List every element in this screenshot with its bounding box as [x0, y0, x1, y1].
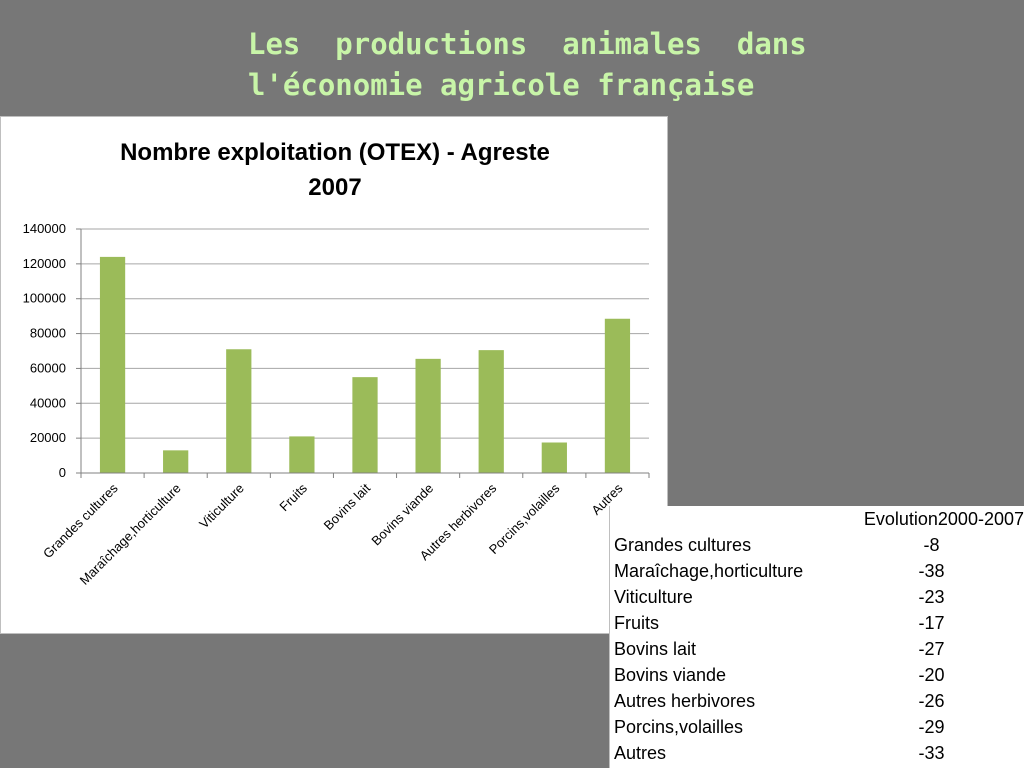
y-tick-label: 40000: [30, 395, 66, 410]
table-row: Bovins lait -27: [614, 636, 1024, 662]
row-label: Viticulture: [614, 587, 693, 607]
table-row: Grandes cultures -8: [614, 532, 1024, 558]
slide-title-line-1: Les productions animales dans: [248, 27, 807, 61]
row-label: Bovins viande: [614, 665, 727, 685]
row-label: Maraîchage,horticulture: [614, 561, 804, 581]
row-value: -8: [923, 535, 940, 555]
chart-title: Nombre exploitation (OTEX) - Agreste 200…: [1, 135, 669, 205]
row-value: -29: [918, 717, 945, 737]
row-value: -23: [918, 587, 945, 607]
row-value: -17: [918, 613, 945, 633]
table-header-row: Evolution2000-2007: [614, 506, 1024, 532]
row-value: -38: [918, 561, 945, 581]
table-header-evolution: Evolution2000-2007: [863, 509, 1024, 529]
evolution-table-panel: Evolution2000-2007 Grandes cultures -8 Mar…: [609, 506, 1024, 768]
x-tick-label: Fruits: [276, 480, 310, 514]
row-value: -27: [918, 639, 945, 659]
evolution-table: Evolution2000-2007 Grandes cultures -8 Mar…: [614, 506, 1024, 766]
row-value: -33: [918, 743, 945, 763]
x-tick-label: Viticulture: [196, 481, 247, 532]
row-label: Autres herbivores: [614, 691, 756, 711]
row-label: Grandes cultures: [614, 535, 752, 555]
bar: [289, 436, 315, 473]
slide-title-line-2: l'économie agricole française: [248, 68, 755, 102]
y-tick-label: 100000: [23, 291, 66, 306]
bar-chart: Nombre exploitation (OTEX) - Agreste 200…: [0, 116, 668, 634]
table-row: Maraîchage,horticulture -38: [614, 558, 1024, 584]
bar: [99, 256, 126, 473]
table-row: Porcins,volailles -29: [614, 714, 1024, 740]
y-tick-label: 140000: [23, 221, 66, 236]
table-header-blank: [614, 506, 839, 532]
row-value: -20: [918, 665, 945, 685]
table-row: Bovins viande -20: [614, 662, 1024, 688]
table-row: Viticulture -23: [614, 584, 1024, 610]
bar: [541, 442, 567, 473]
table-row: Autres -33: [614, 740, 1024, 766]
bar: [226, 349, 252, 473]
x-tick-label: Bovins lait: [321, 480, 374, 533]
row-value: -26: [918, 691, 945, 711]
x-tick-label: Bovins viande: [368, 481, 436, 549]
chart-plot: 020000400006000080000100000120000140000G…: [23, 221, 650, 588]
chart-title-line-1: Nombre exploitation (OTEX) - Agreste: [120, 139, 550, 166]
row-label: Porcins,volailles: [614, 717, 744, 737]
bar: [415, 358, 441, 473]
y-tick-label: 20000: [30, 430, 66, 445]
y-tick-label: 80000: [30, 326, 66, 341]
slide-title: Les productions animales dans l'économie…: [248, 24, 808, 106]
y-tick-label: 60000: [30, 360, 66, 375]
row-label: Bovins lait: [614, 639, 697, 659]
table-row: Fruits -17: [614, 610, 1024, 636]
bar: [163, 450, 189, 473]
table-row: Autres herbivores -26: [614, 688, 1024, 714]
row-label: Autres: [614, 743, 667, 763]
bar: [478, 350, 504, 473]
y-tick-label: 0: [59, 465, 66, 480]
bar: [352, 377, 378, 473]
chart-title-line-2: 2007: [308, 174, 362, 201]
y-tick-label: 120000: [23, 256, 66, 271]
row-label: Fruits: [614, 613, 659, 633]
bar: [604, 318, 631, 473]
